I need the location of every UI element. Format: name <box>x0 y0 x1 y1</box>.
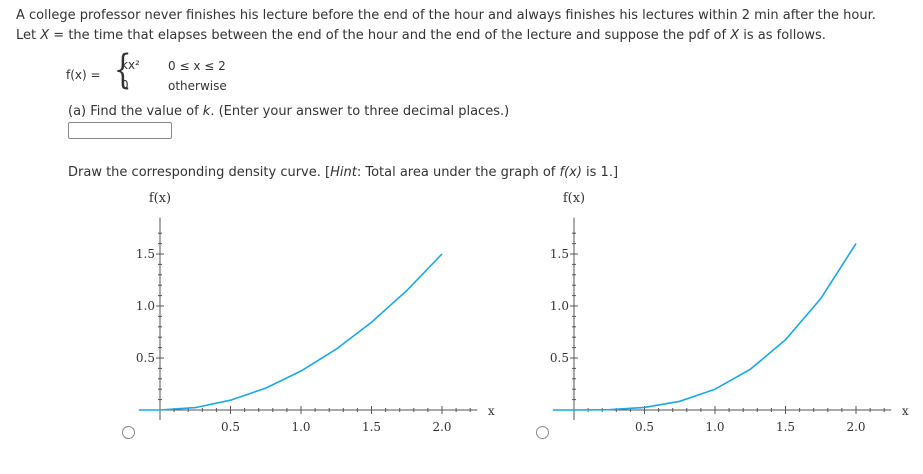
graph-option-2: 0.5 1.0 1.5 2.0 0.5 1.0 1.5 f(x) x <box>550 191 909 434</box>
question-line-2: Let X = the time that elapses between th… <box>16 28 826 43</box>
y-tick-label: 1.0 <box>550 299 569 313</box>
y-tick-label: 1.0 <box>136 299 155 313</box>
pdf-case2-expr: 0 <box>121 78 129 92</box>
y-axis-label: f(x) <box>563 191 585 206</box>
x-tick-label: 1.5 <box>362 420 381 434</box>
pdf-case1-cond: 0 ≤ x ≤ 2 <box>168 59 226 73</box>
x-tick-label: 0.5 <box>221 420 240 434</box>
y-tick-label: 1.5 <box>550 247 569 261</box>
x-tick-label: 1.5 <box>776 420 795 434</box>
x-tick-label: 1.0 <box>705 420 724 434</box>
x-axis-label: x <box>902 404 909 418</box>
part-a-prompt: (a) Find the value of k. (Enter your ans… <box>68 104 510 119</box>
brace-icon: { <box>113 47 132 93</box>
question-line-1: A college professor never finishes his l… <box>16 8 876 23</box>
graph-option-1-radio[interactable] <box>122 426 135 439</box>
y-tick-label: 0.5 <box>136 351 155 365</box>
answer-input[interactable] <box>68 122 172 139</box>
x-axis-label: x <box>488 404 495 418</box>
x-tick-label: 0.5 <box>635 420 654 434</box>
y-tick-label: 1.5 <box>136 247 155 261</box>
y-axis-label: f(x) <box>149 191 171 206</box>
x-tick-label: 1.0 <box>291 420 310 434</box>
pdf-lhs: f(x) = <box>66 68 101 82</box>
pdf-case1-expr: kx² <box>121 58 140 72</box>
x-tick-label: 2.0 <box>432 420 451 434</box>
graph-option-2-radio[interactable] <box>536 426 549 439</box>
draw-prompt: Draw the corresponding density curve. [H… <box>68 165 619 180</box>
density-curve <box>138 253 443 411</box>
density-curve <box>552 243 857 411</box>
pdf-case2-cond: otherwise <box>168 79 227 93</box>
graph-option-1: 0.5 1.0 1.5 2.0 0.5 1.0 1.5 f(x) x <box>136 191 495 434</box>
y-tick-label: 0.5 <box>550 351 569 365</box>
x-tick-label: 2.0 <box>846 420 865 434</box>
